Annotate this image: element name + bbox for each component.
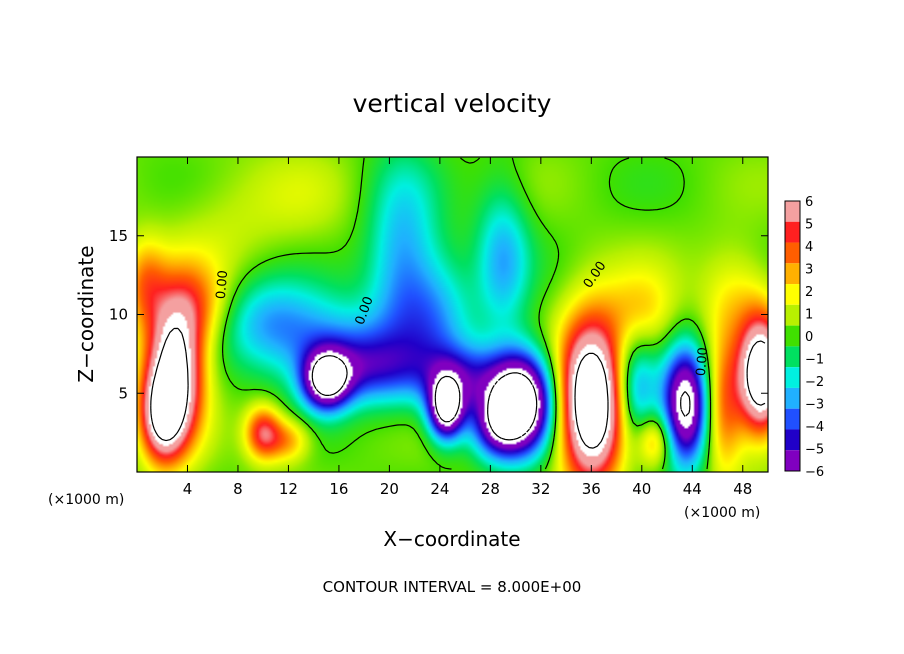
colorbar-swatch bbox=[785, 346, 800, 368]
x-tick-label: 16 bbox=[329, 480, 348, 498]
colorbar-swatch bbox=[785, 325, 800, 347]
x-tick-label: 4 bbox=[183, 480, 193, 498]
colorbar-swatch bbox=[785, 284, 800, 305]
contour-line bbox=[150, 327, 766, 449]
colorbar-swatch bbox=[785, 429, 800, 451]
colorbar-label: 2 bbox=[805, 285, 813, 300]
y-axis-label: Z−coordinate bbox=[74, 245, 98, 382]
x-axis-label: X−coordinate bbox=[383, 527, 520, 551]
colorbar-swatch bbox=[785, 242, 800, 264]
y-tick-label: 15 bbox=[109, 227, 128, 245]
colorbar-swatch bbox=[785, 387, 800, 409]
y-axis-ticks: 5 10 15 bbox=[109, 227, 768, 402]
colorbar-label: 6 bbox=[805, 195, 813, 210]
x-tick-label: 8 bbox=[233, 480, 243, 498]
contour-label: 0.00 bbox=[694, 347, 711, 377]
colorbar-label: −6 bbox=[805, 465, 824, 480]
contour-lines bbox=[150, 157, 766, 470]
colorbar-swatch bbox=[785, 304, 800, 326]
chart-title: vertical velocity bbox=[353, 89, 552, 118]
x-axis-unit-right: (×1000 m) bbox=[684, 505, 760, 521]
colorbar-label: 3 bbox=[805, 263, 813, 278]
contour-label: 0.00 bbox=[214, 270, 231, 300]
colorbar-swatch bbox=[785, 263, 800, 285]
x-tick-label: 36 bbox=[582, 480, 601, 498]
colorbar-label: −4 bbox=[805, 420, 824, 435]
contour-line-negative bbox=[311, 355, 691, 441]
colorbar-swatch bbox=[785, 408, 800, 430]
x-tick-label: 48 bbox=[733, 480, 752, 498]
colorbar-label: 5 bbox=[805, 218, 813, 233]
x-axis-unit-left: (×1000 m) bbox=[48, 492, 124, 508]
colorbar-swatch bbox=[785, 221, 800, 243]
colorbar-label: −5 bbox=[805, 443, 824, 458]
colorbar-label: −3 bbox=[805, 398, 824, 413]
colorbar-label: −1 bbox=[805, 353, 824, 368]
colorbar-frame bbox=[784, 200, 801, 472]
colorbar-label: 1 bbox=[805, 308, 813, 323]
x-tick-label: 24 bbox=[430, 480, 449, 498]
x-tick-label: 44 bbox=[683, 480, 702, 498]
colorbar: 6 5 4 3 2 1 0 −1 −2 −3 −4 −5 −6 bbox=[784, 195, 824, 480]
x-tick-label: 40 bbox=[632, 480, 651, 498]
colorbar-swatch bbox=[785, 367, 800, 388]
colorbar-label: 0 bbox=[805, 330, 813, 345]
x-tick-label: 28 bbox=[481, 480, 500, 498]
y-tick-label: 5 bbox=[118, 384, 128, 402]
colorbar-swatch bbox=[785, 201, 800, 222]
colorbar-label: −2 bbox=[805, 375, 824, 390]
plot-area bbox=[137, 157, 768, 472]
x-tick-label: 20 bbox=[380, 480, 399, 498]
contour-interval-note: CONTOUR INTERVAL = 8.000E+00 bbox=[323, 578, 582, 596]
x-axis-ticks: 4 8 12 16 20 24 28 32 36 40 44 48 bbox=[183, 157, 752, 498]
contour-line bbox=[222, 157, 712, 470]
x-tick-label: 32 bbox=[531, 480, 550, 498]
colorbar-label: 4 bbox=[805, 240, 813, 255]
y-tick-label: 10 bbox=[109, 306, 128, 324]
x-tick-label: 12 bbox=[279, 480, 298, 498]
colorbar-swatch bbox=[785, 450, 800, 471]
